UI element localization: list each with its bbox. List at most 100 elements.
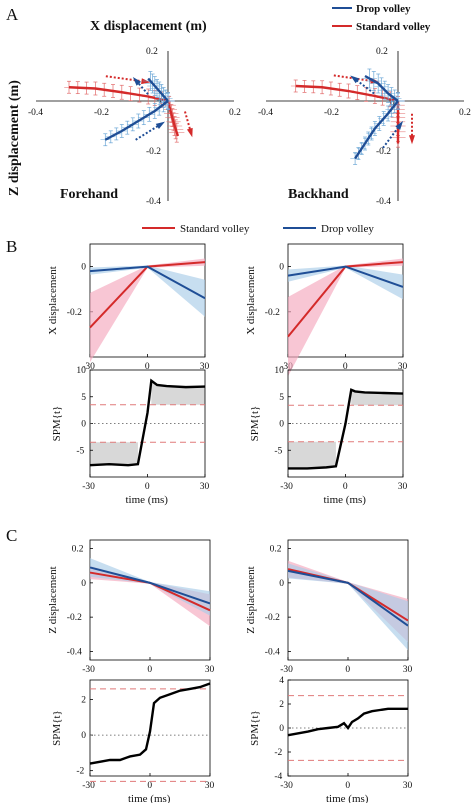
C-left-top-ytick-label: -0.4 — [67, 647, 82, 657]
B-left-spm-xtick-label: -30 — [82, 482, 95, 492]
legend-bc-standard-label: Standard volley — [180, 223, 250, 235]
forehand-standard-follow-through — [166, 100, 180, 137]
forehand-drop-follow-through — [147, 77, 169, 102]
forehand-standard-follow-arrowhead — [186, 127, 193, 138]
forehand-drop-path — [104, 100, 169, 141]
forehand-xtick: 0.2 — [229, 108, 241, 118]
B-left-spm-xlabel: time (ms) — [126, 494, 169, 506]
B-right-spm-ytick-label: 5 — [279, 393, 284, 403]
forehand-ytick: -0.4 — [146, 197, 161, 207]
B-left-spm-cluster-negative — [90, 442, 138, 466]
B-right-spm-xtick-label: 30 — [398, 482, 408, 492]
C-right-top-ylabel: Z displacement — [245, 566, 257, 634]
C-right-top-xtick-label: -30 — [280, 665, 293, 675]
forehand-drop-arrowhead — [155, 121, 165, 129]
forehand-drop-follow-arrowhead — [132, 76, 142, 86]
C-right-top-xtick-label: 0 — [345, 665, 350, 675]
B-right-top-xtick-label: -30 — [280, 362, 293, 372]
B-left-spm-ylabel: SPM{t} — [51, 406, 63, 442]
B-right-top-ytick-label: -0.2 — [265, 308, 280, 318]
B-left-spm-xtick-label: 0 — [145, 482, 150, 492]
B-left-spm-ytick-label: 10 — [76, 366, 86, 376]
B-left-top-ytick-label: 0 — [81, 263, 86, 273]
B-left-spm-ytick-label: -5 — [76, 446, 84, 456]
backhand-xtick: -0.2 — [324, 108, 339, 118]
C-right-top-ytick-label: 0 — [279, 579, 284, 589]
C-right-spm-ytick-label: 0 — [279, 724, 284, 734]
C-right-top-drop-line — [287, 569, 409, 627]
C-left-top-ytick-label: 0.2 — [72, 545, 84, 555]
B-right-top-xtick-label: 30 — [398, 362, 408, 372]
C-right-spm-xtick-label: 0 — [345, 781, 350, 791]
B-right-top-xtick-label: 0 — [343, 362, 348, 372]
C-right-spm-xtick-label: 30 — [403, 781, 413, 791]
backhand-drop-follow-through — [364, 74, 399, 102]
C-left-top-xtick-label: 0 — [147, 665, 152, 675]
C-right-spm-ytick-label: -4 — [274, 772, 282, 782]
C-right-spm-ylabel: SPM{t} — [249, 710, 261, 746]
C-left-spm-ylabel: SPM{t} — [51, 710, 63, 746]
B-left-spm-xtick-label: 30 — [200, 482, 210, 492]
C-right-top-drop-band — [288, 563, 408, 651]
B-right-top-drop-band — [288, 265, 403, 300]
B-left-top-xtick-label: 30 — [200, 362, 210, 372]
B-right-top-standard-band — [288, 258, 403, 377]
B-right-spm-cluster-negative — [288, 441, 336, 469]
backhand-drop-follow-arrow — [353, 77, 375, 95]
legend-bc-drop-label: Drop volley — [321, 223, 374, 235]
backhand-ytick: -0.4 — [376, 197, 391, 207]
B-right-spm-ytick-label: 0 — [279, 420, 284, 430]
C-right-top-ytick-label: -0.4 — [265, 647, 280, 657]
B-left-spm-ytick-label: 5 — [81, 393, 86, 403]
backhand-title: Backhand — [288, 187, 349, 202]
B-left-top-ylabel: X displacement — [47, 266, 59, 335]
backhand-drop-arrowhead — [395, 120, 404, 130]
legend-standard-label: Standard volley — [356, 21, 431, 33]
C-left-top-drop-band — [90, 558, 210, 616]
B-right-top-ylabel: X displacement — [245, 266, 257, 335]
C-right-top-xtick-label: 30 — [403, 665, 413, 675]
C-right-spm-ytick-label: 2 — [279, 700, 284, 710]
B-right-top-drop-line — [287, 265, 404, 288]
forehand-drop-follow-arrow — [135, 80, 149, 95]
forehand-origin-tick: 0 — [160, 98, 165, 108]
C-left-top-xtick-label: 30 — [205, 665, 215, 675]
forehand-xtick: -0.4 — [28, 108, 43, 118]
backhand-drop-direction-arrow — [382, 124, 401, 149]
C-right-top-ytick-label: -0.2 — [265, 613, 280, 623]
B-right-spm-xtick-label: -30 — [280, 482, 293, 492]
C-left-spm-xlabel: time (ms) — [128, 793, 171, 803]
C-left-spm-ytick-label: -2 — [76, 767, 84, 777]
forehand-ytick: 0.2 — [146, 47, 158, 57]
backhand-xtick: 0.2 — [459, 108, 471, 118]
backhand-drop-follow-arrowhead — [350, 75, 360, 84]
B-right-spm-ytick-label: -5 — [274, 446, 282, 456]
forehand-standard-path — [68, 86, 169, 103]
C-right-spm-spm-curve — [287, 707, 408, 737]
B-right-spm-xlabel: time (ms) — [324, 494, 367, 506]
backhand-standard-path — [295, 84, 399, 103]
C-left-top-xtick-label: -30 — [82, 665, 95, 675]
B-left-top-standard-band — [90, 258, 205, 363]
C-left-spm-xtick-label: 0 — [147, 781, 152, 791]
backhand-standard-follow-arrowhead — [409, 135, 415, 145]
x-displacement-title: X displacement (m) — [90, 19, 207, 34]
B-left-spm-spm-curve — [89, 378, 206, 467]
B-left-top-xtick-label: -30 — [82, 362, 95, 372]
C-right-spm-xtick-label: -30 — [280, 781, 293, 791]
C-left-top-ytick-label: 0 — [81, 579, 86, 589]
B-right-spm-ylabel: SPM{t} — [249, 406, 261, 442]
forehand-ytick: -0.2 — [146, 147, 161, 157]
B-left-top-drop-band — [90, 265, 205, 317]
z-displacement-title: Z displacement (m) — [7, 80, 22, 196]
C-left-spm-ytick-label: 0 — [81, 731, 86, 741]
B-right-top-ytick-label: 0 — [279, 263, 284, 273]
B-right-spm-xtick-label: 0 — [343, 482, 348, 492]
C-left-spm-ytick-label: 2 — [81, 696, 86, 706]
C-left-top-ylabel: Z displacement — [47, 566, 59, 634]
C-left-spm-xtick-label: -30 — [82, 781, 95, 791]
backhand-xtick: -0.4 — [258, 108, 273, 118]
backhand-origin-tick: 0 — [390, 98, 395, 108]
forehand-xtick: -0.2 — [94, 108, 109, 118]
